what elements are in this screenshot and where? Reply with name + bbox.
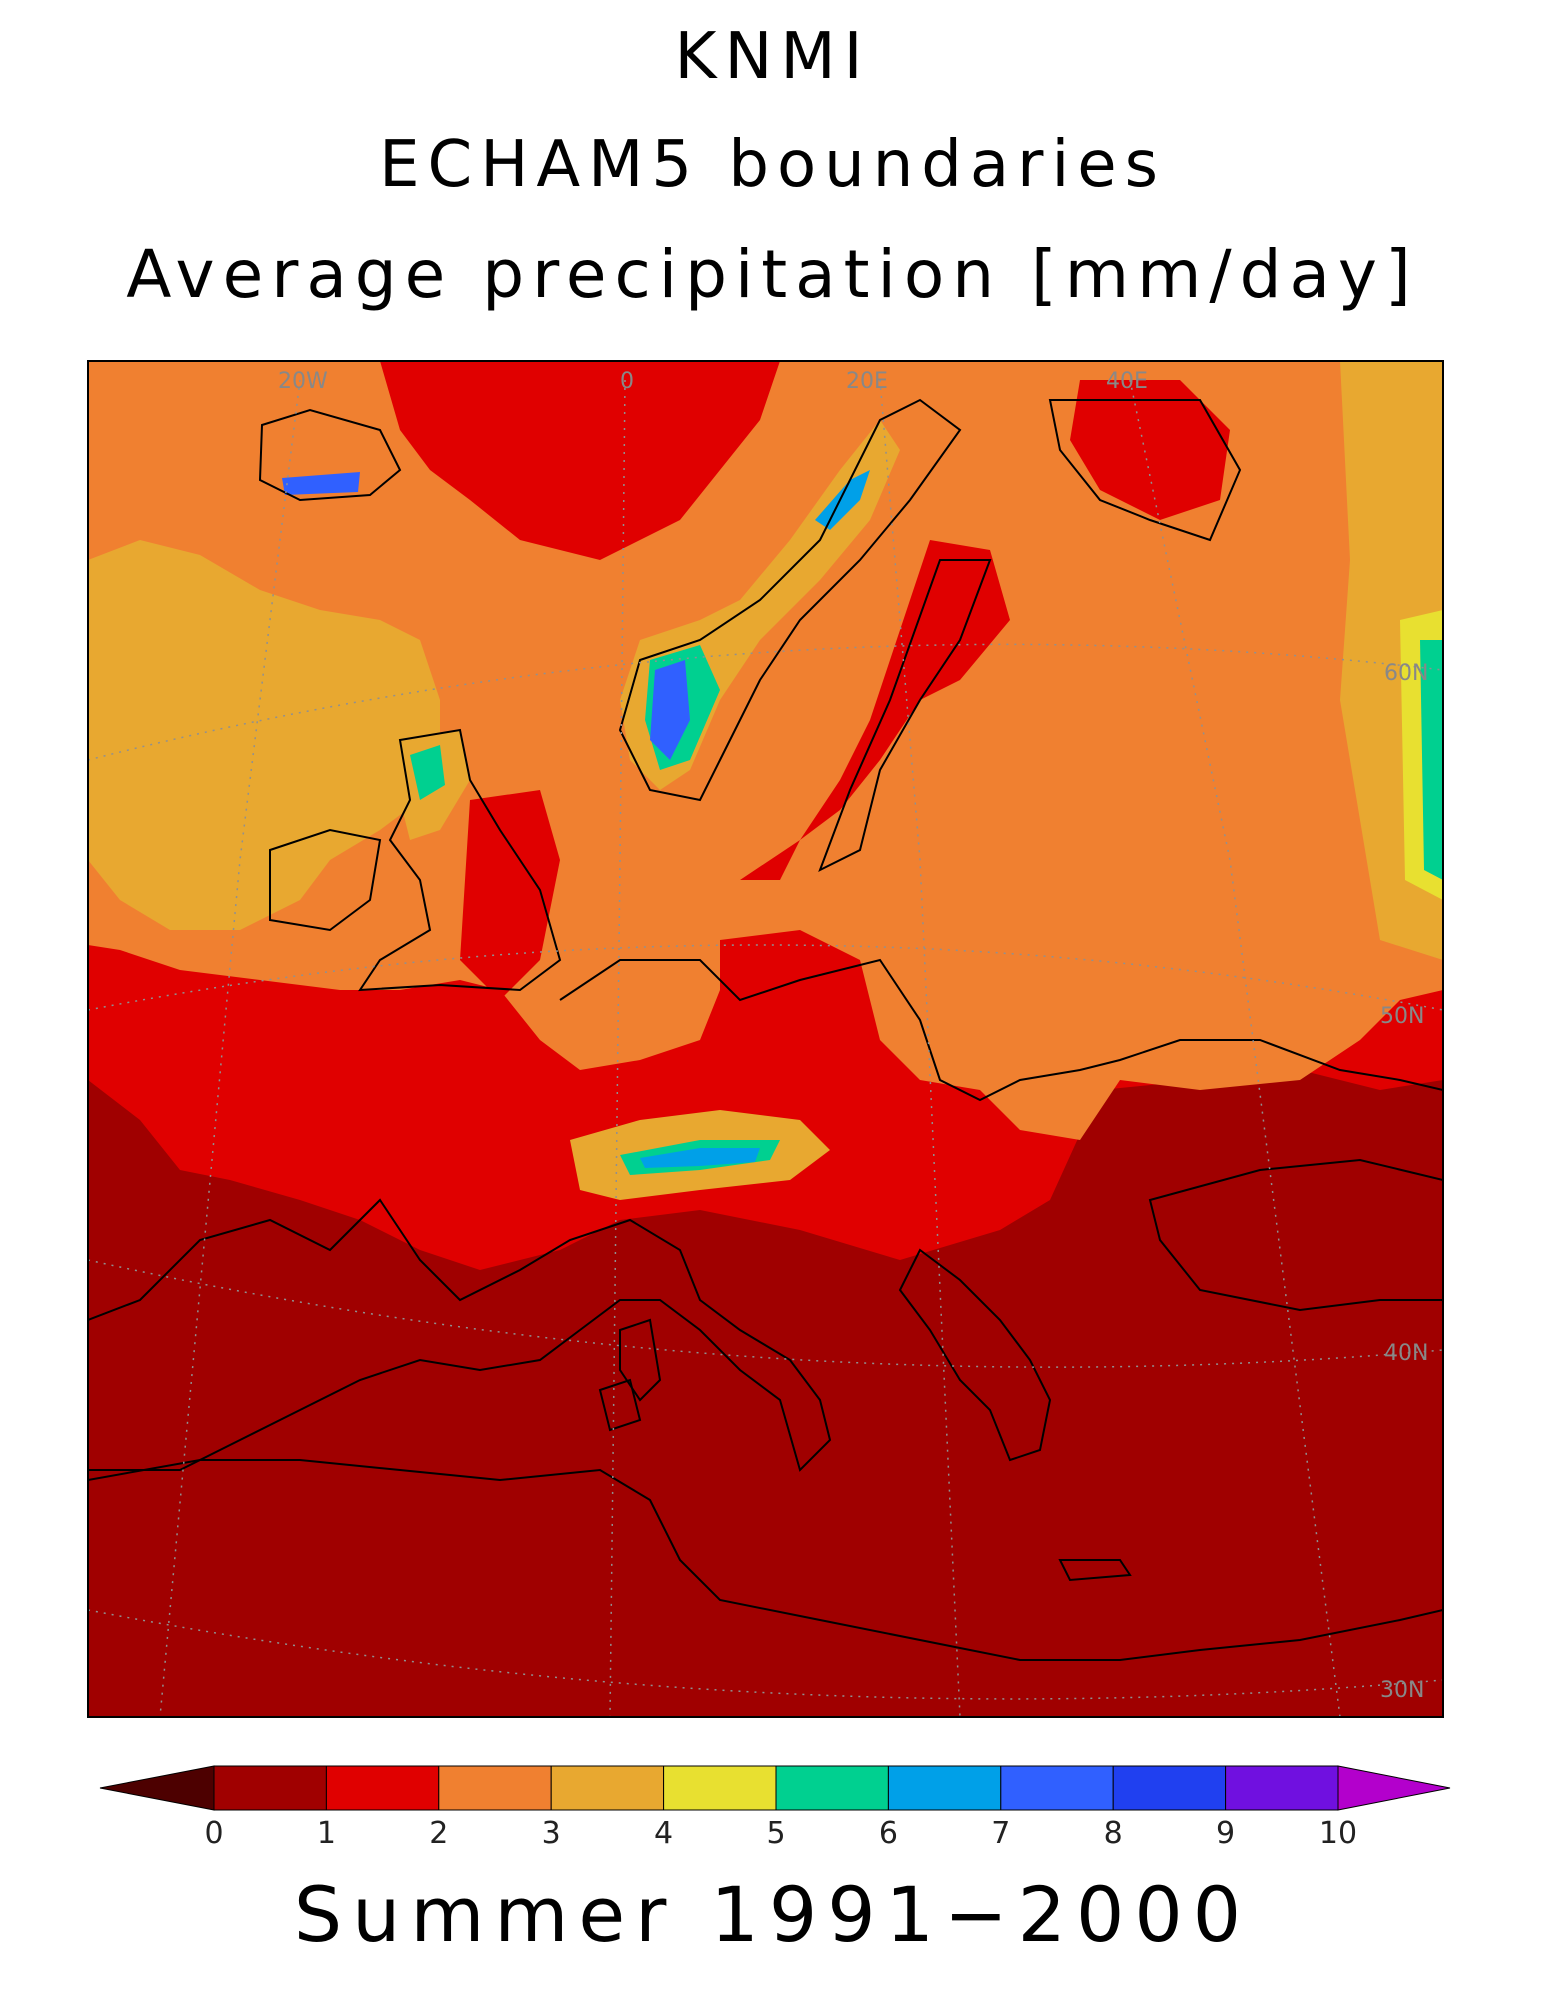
colorbar-segment — [438, 1765, 552, 1811]
colorbar-tick-label: 5 — [766, 1816, 785, 1851]
title-line-2: ECHAM5 boundaries — [379, 128, 1166, 202]
colorbar-tick-label: 0 — [204, 1816, 223, 1851]
graticule-label-40e: 40E — [1106, 369, 1148, 394]
map-area — [88, 361, 1443, 1717]
field-red-north — [380, 361, 780, 560]
field-scotland-green — [410, 745, 445, 800]
field-alps-blue — [640, 1148, 760, 1168]
colorbar-segment — [213, 1765, 327, 1811]
colorbar-under-triangle — [99, 1765, 215, 1811]
graticule — [88, 379, 1443, 1717]
field-norway-north-blue — [815, 470, 870, 530]
field-green-east — [1420, 640, 1443, 880]
graticule-label-0: 0 — [620, 369, 634, 394]
field-red-baltic — [740, 540, 1010, 880]
colorbar-tick-label: 6 — [879, 1816, 898, 1851]
colorbar: 0 1 2 3 4 5 6 7 8 9 10 — [99, 1765, 1451, 1851]
colorbar-tick-label: 10 — [1319, 1816, 1357, 1851]
title-line-1: KNMI — [674, 20, 871, 94]
colorbar-segment — [1112, 1765, 1227, 1811]
colorbar-segment — [663, 1765, 777, 1811]
graticule-labels: 20W 0 20E 40E 60N 50N 40N 30N — [278, 369, 1428, 1703]
graticule-label-20e: 20E — [846, 369, 888, 394]
colorbar-tick-label: 4 — [654, 1816, 673, 1851]
field-red-britain — [460, 790, 560, 1000]
field-iceland-blue — [282, 472, 360, 495]
colorbar-tick-label: 7 — [991, 1816, 1010, 1851]
field-atlantic — [88, 540, 440, 930]
colorbar-over-triangle — [1337, 1765, 1451, 1811]
title-line-3: Average precipitation [mm/day] — [126, 236, 1419, 313]
field-red-finland-east — [1070, 380, 1230, 520]
field-red-germany — [720, 930, 880, 1080]
colorbar-segment — [775, 1765, 889, 1811]
colorbar-tick-label: 2 — [429, 1816, 448, 1851]
map-frame — [87, 360, 1444, 1718]
colorbar-tick-label: 3 — [542, 1816, 561, 1851]
colorbar-tick-label: 8 — [1104, 1816, 1123, 1851]
field-norway-blue — [650, 660, 690, 760]
graticule-label-60n: 60N — [1384, 661, 1428, 686]
graticule-label-20w: 20W — [278, 369, 328, 394]
colorbar-segment — [325, 1765, 440, 1811]
colorbar-segment — [887, 1765, 1002, 1811]
bottom-title: Summer 1991−2000 — [293, 1870, 1252, 1959]
colorbar-segment — [550, 1765, 665, 1811]
graticule-label-40n: 40N — [1384, 1341, 1428, 1366]
colorbar-segment — [1000, 1765, 1114, 1811]
colorbar-segment — [1225, 1765, 1339, 1811]
colorbar-tick-label: 9 — [1216, 1816, 1235, 1851]
colorbar-tick-label: 1 — [317, 1816, 336, 1851]
field-orange — [88, 361, 1443, 1140]
graticule-label-30n: 30N — [1380, 1678, 1424, 1703]
graticule-label-50n: 50N — [1380, 1004, 1424, 1029]
coastlines — [88, 398, 1443, 1661]
